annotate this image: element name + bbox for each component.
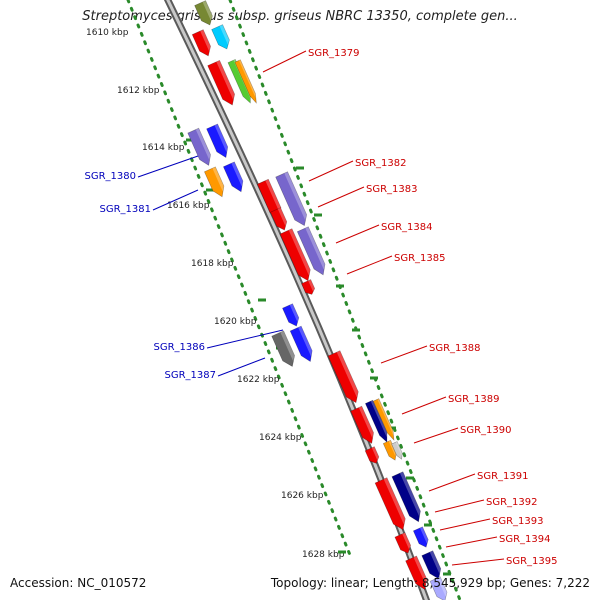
gene-arrow-sgr-1392[interactable]	[391, 471, 424, 524]
label-leader-line	[262, 50, 307, 73]
gene-arrow[interactable]	[421, 550, 444, 581]
scale-line-right	[228, 0, 462, 600]
scale-tick-label: 1614 kbp	[142, 143, 185, 153]
scale-tick-label: 1622 kbp	[237, 375, 280, 385]
gene-arrow[interactable]	[194, 0, 216, 28]
gene-label[interactable]: SGR_1387	[165, 370, 217, 381]
label-leader-line	[439, 518, 491, 531]
gene-label[interactable]: SGR_1379	[308, 48, 360, 59]
gene-arrow[interactable]	[365, 399, 390, 443]
scale-tick-label: 1610 kbp	[86, 28, 129, 38]
label-leader-line	[308, 160, 354, 182]
label-leader-line	[137, 155, 199, 178]
scale-tick-label: 1626 kbp	[281, 491, 324, 501]
gene-label[interactable]: SGR_1386	[154, 342, 206, 353]
gene-label[interactable]: SGR_1392	[486, 497, 538, 508]
gene-arrow-sgr-1384[interactable]	[279, 228, 314, 284]
gene-arrow-sgr-1386[interactable]	[271, 330, 299, 369]
gene-arrow[interactable]	[429, 576, 450, 600]
gene-arrow-sgr-1395[interactable]	[405, 555, 431, 592]
gene-arrow[interactable]	[282, 303, 302, 329]
label-leader-line	[401, 396, 447, 415]
label-leader-line	[428, 473, 476, 492]
gene-arrow[interactable]	[223, 161, 246, 194]
gene-arrow-sgr-1381[interactable]	[204, 166, 227, 199]
gene-label[interactable]: SGR_1393	[492, 516, 544, 527]
gene-arrow[interactable]	[234, 59, 259, 104]
gene-label[interactable]: SGR_1389	[448, 394, 500, 405]
gene-label[interactable]: SGR_1381	[100, 204, 152, 215]
genome-title: Streptomyces griseus subsp. griseus NBRC…	[82, 9, 518, 24]
gene-arrow[interactable]	[301, 279, 317, 297]
label-leader-line	[413, 427, 459, 444]
gene-label[interactable]: SGR_1395	[506, 556, 558, 567]
gene-label[interactable]: SGR_1394	[499, 534, 551, 545]
gene-label[interactable]: SGR_1390	[460, 425, 512, 436]
scale-tick-label: 1616 kbp	[167, 201, 210, 211]
scale-tick-label: 1620 kbp	[214, 317, 257, 327]
gene-arrow[interactable]	[372, 398, 396, 442]
scale-tick-label: 1612 kbp	[117, 86, 160, 96]
label-leader-line	[346, 255, 393, 275]
scale-tick-label: 1618 kbp	[191, 259, 234, 269]
label-leader-line	[451, 558, 505, 566]
label-leader-line	[434, 499, 485, 513]
scale-line-left	[126, 0, 352, 557]
gene-label[interactable]: SGR_1384	[381, 222, 433, 233]
gene-arrow-sgr-1387[interactable]	[289, 325, 316, 364]
gene-arrow-sgr-1385[interactable]	[296, 226, 328, 278]
label-leader-line	[206, 329, 284, 349]
label-leader-line	[445, 536, 498, 548]
gene-arrow-sgr-1390[interactable]	[364, 446, 381, 466]
label-leader-line	[217, 357, 266, 377]
gene-arrow-sgr-1389[interactable]	[350, 405, 377, 446]
gene-label[interactable]: SGR_1383	[366, 184, 418, 195]
gene-arrow[interactable]	[211, 24, 233, 52]
label-leader-line	[152, 189, 199, 211]
gene-arrow-sgr-1391[interactable]	[374, 477, 409, 533]
gene-label[interactable]: SGR_1380	[85, 171, 137, 182]
gene-label[interactable]: SGR_1388	[429, 343, 481, 354]
gene-label[interactable]: SGR_1391	[477, 471, 529, 482]
gene-arrow[interactable]	[191, 29, 214, 59]
label-leader-line	[380, 345, 428, 364]
topology-text: Topology: linear; Length: 8,545,929 bp; …	[270, 576, 590, 590]
gene-arrow[interactable]	[270, 207, 290, 233]
gene-label[interactable]: SGR_1385	[394, 253, 446, 264]
gene-arrow-sgr-1380[interactable]	[187, 127, 214, 168]
gene-arrow-sgr-1388[interactable]	[327, 350, 362, 406]
scale-tick-label: 1624 kbp	[259, 433, 302, 443]
gene-label[interactable]: SGR_1382	[355, 158, 407, 169]
gene-arrow-sgr-1394[interactable]	[412, 526, 430, 549]
accession-text: Accession: NC_010572	[10, 576, 147, 590]
gene-arrow[interactable]	[206, 123, 232, 160]
gene-arrow-sgr-1393[interactable]	[394, 532, 413, 556]
label-leader-line	[335, 224, 380, 244]
gene-arrow-sgr-1379[interactable]	[207, 59, 239, 107]
scale-tick-label: 1628 kbp	[302, 550, 345, 560]
gene-arrow-sgr-1383[interactable]	[275, 171, 311, 228]
label-leader-line	[317, 186, 365, 208]
gene-arrow[interactable]	[391, 441, 405, 461]
